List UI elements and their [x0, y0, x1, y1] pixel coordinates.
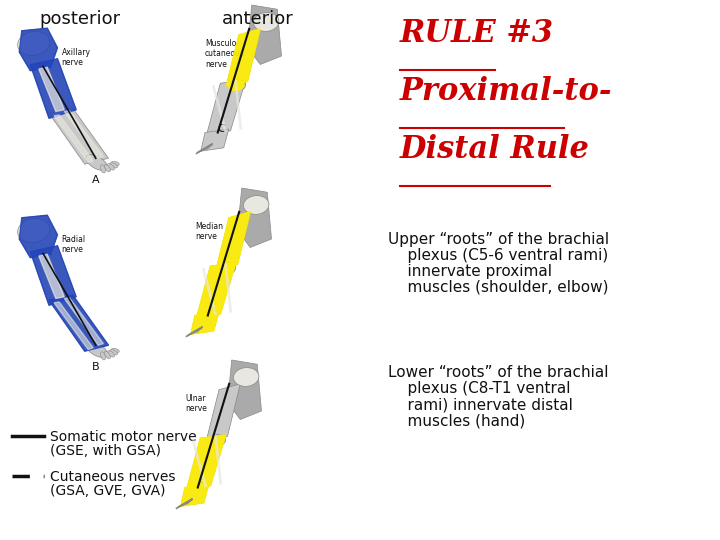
- Ellipse shape: [217, 262, 235, 275]
- Text: Lower “roots” of the brachial: Lower “roots” of the brachial: [388, 365, 608, 380]
- Ellipse shape: [18, 31, 50, 56]
- Text: anterior: anterior: [222, 10, 294, 28]
- Polygon shape: [30, 59, 76, 118]
- Text: Proximal-to-: Proximal-to-: [400, 76, 613, 107]
- Text: Musculo-
cutaneous
nerve: Musculo- cutaneous nerve: [205, 39, 245, 69]
- Polygon shape: [30, 246, 76, 305]
- Polygon shape: [248, 5, 282, 64]
- Ellipse shape: [86, 154, 107, 171]
- Text: plexus (C5-6 ventral rami): plexus (C5-6 ventral rami): [388, 248, 608, 263]
- Ellipse shape: [104, 164, 110, 172]
- Text: plexus (C8-T1 ventral: plexus (C8-T1 ventral: [388, 381, 570, 396]
- Polygon shape: [216, 212, 251, 269]
- Text: Upper “roots” of the brachial: Upper “roots” of the brachial: [388, 232, 609, 247]
- Polygon shape: [238, 188, 271, 247]
- Ellipse shape: [111, 348, 120, 353]
- Text: RULE #3: RULE #3: [400, 18, 554, 49]
- Ellipse shape: [233, 368, 259, 387]
- Ellipse shape: [207, 435, 225, 447]
- Polygon shape: [49, 108, 109, 164]
- Ellipse shape: [253, 12, 279, 31]
- Ellipse shape: [101, 352, 105, 360]
- Polygon shape: [186, 435, 226, 489]
- Text: (GSE, with GSA): (GSE, with GSA): [50, 444, 161, 458]
- Ellipse shape: [104, 352, 110, 359]
- Text: Ulnar
nerve: Ulnar nerve: [185, 394, 207, 414]
- Polygon shape: [207, 80, 246, 134]
- Polygon shape: [226, 29, 260, 86]
- Polygon shape: [19, 28, 58, 71]
- Text: Median
nerve: Median nerve: [195, 222, 223, 241]
- Polygon shape: [30, 59, 76, 118]
- Text: A: A: [92, 176, 99, 185]
- Text: B: B: [92, 362, 99, 372]
- Polygon shape: [201, 129, 229, 151]
- Polygon shape: [49, 295, 109, 351]
- Polygon shape: [206, 384, 240, 441]
- Ellipse shape: [107, 164, 114, 170]
- Ellipse shape: [107, 350, 114, 357]
- Text: Axillary
nerve: Axillary nerve: [62, 48, 91, 67]
- Ellipse shape: [101, 165, 105, 173]
- Text: posterior: posterior: [40, 10, 120, 28]
- Polygon shape: [197, 263, 236, 317]
- Text: D: D: [208, 307, 216, 317]
- Text: Radial
nerve: Radial nerve: [62, 235, 86, 254]
- Polygon shape: [216, 212, 251, 269]
- Ellipse shape: [229, 81, 244, 91]
- Polygon shape: [64, 298, 104, 345]
- Ellipse shape: [111, 161, 120, 166]
- Polygon shape: [54, 302, 93, 349]
- Polygon shape: [228, 360, 261, 420]
- Ellipse shape: [109, 350, 117, 355]
- Polygon shape: [186, 435, 226, 489]
- Ellipse shape: [53, 111, 73, 126]
- Text: Cutaneous nerves: Cutaneous nerves: [50, 470, 176, 484]
- Text: C: C: [217, 124, 225, 134]
- Polygon shape: [64, 111, 104, 158]
- Polygon shape: [181, 484, 209, 506]
- Text: E: E: [198, 479, 204, 489]
- Polygon shape: [49, 295, 109, 351]
- Ellipse shape: [18, 219, 50, 242]
- Text: innervate proximal: innervate proximal: [388, 264, 552, 279]
- Polygon shape: [39, 68, 64, 111]
- Ellipse shape: [228, 80, 246, 92]
- Polygon shape: [19, 215, 58, 258]
- Text: Distal Rule: Distal Rule: [400, 134, 590, 165]
- Polygon shape: [19, 28, 58, 71]
- Text: Somatic motor nerve: Somatic motor nerve: [50, 430, 197, 444]
- Polygon shape: [181, 484, 209, 506]
- Ellipse shape: [86, 342, 107, 357]
- Polygon shape: [19, 215, 58, 258]
- Ellipse shape: [53, 298, 73, 313]
- Text: muscles (hand): muscles (hand): [388, 413, 526, 428]
- Polygon shape: [191, 312, 219, 334]
- Polygon shape: [197, 263, 236, 317]
- Polygon shape: [30, 246, 76, 305]
- Polygon shape: [39, 254, 64, 299]
- Text: rami) innervate distal: rami) innervate distal: [388, 397, 573, 412]
- Ellipse shape: [109, 163, 117, 168]
- Ellipse shape: [243, 195, 269, 214]
- Polygon shape: [54, 115, 93, 163]
- Text: muscles (shoulder, elbow): muscles (shoulder, elbow): [388, 280, 608, 295]
- Polygon shape: [191, 312, 219, 334]
- Ellipse shape: [219, 264, 234, 274]
- Text: (GSA, GVE, GVA): (GSA, GVE, GVA): [50, 484, 166, 498]
- Polygon shape: [226, 29, 260, 86]
